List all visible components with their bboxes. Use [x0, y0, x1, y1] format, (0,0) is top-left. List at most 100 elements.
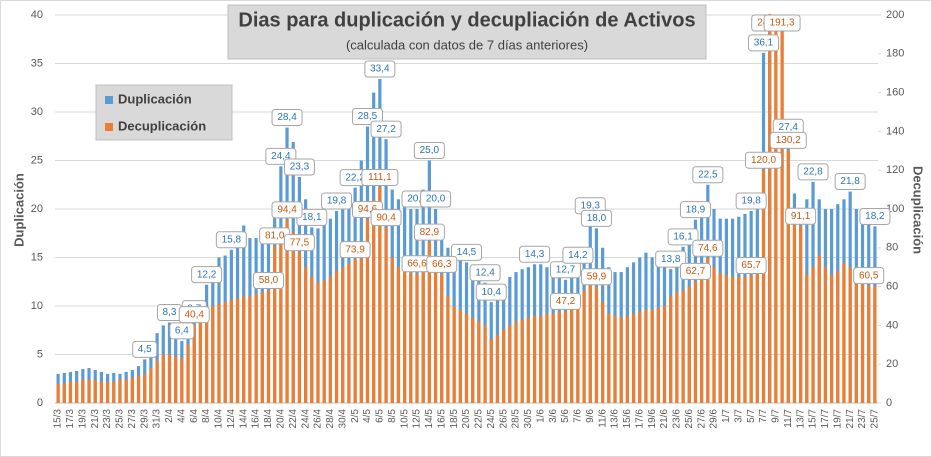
data-label: 65,7: [741, 260, 761, 271]
bar: [409, 273, 413, 403]
bar: [341, 267, 345, 403]
bar: [724, 274, 728, 403]
x-tick-label: 24/4: [300, 409, 311, 429]
data-label-box: [679, 201, 711, 219]
x-tick-label: 16/4: [251, 409, 262, 429]
bar: [223, 302, 227, 403]
x-tick-label: 11/6: [597, 409, 608, 428]
bar: [266, 290, 271, 403]
x-tick-label: 23/6: [672, 409, 683, 429]
bar: [700, 267, 704, 403]
x-tick-label: 6/5: [375, 409, 386, 423]
y-tick-label: 35: [31, 57, 43, 69]
data-label-box: [692, 166, 724, 184]
data-label: 16,1: [673, 231, 693, 242]
bar: [124, 379, 128, 403]
bar: [563, 311, 568, 403]
data-label-box: [667, 228, 699, 246]
y-tick-label: 15: [31, 251, 43, 263]
data-label: 19,8: [327, 196, 347, 207]
data-label-box: [420, 190, 452, 208]
x-tick-label: 23/7: [857, 409, 868, 429]
data-label: 4,5: [138, 344, 152, 355]
x-tick-label: 24/5: [486, 409, 497, 429]
x-tick-label: 18/5: [449, 409, 460, 429]
bar: [545, 313, 549, 403]
data-label: 27,4: [779, 122, 799, 133]
x-tick-label: 17/6: [634, 409, 645, 429]
data-label: 25,0: [420, 145, 440, 156]
x-tick-label: 18/4: [263, 409, 274, 429]
data-label-box: [191, 266, 223, 284]
bar: [619, 317, 623, 403]
x-tick-label: 27/3: [127, 409, 138, 429]
x-tick-label: 25/3: [115, 409, 126, 429]
bar: [378, 187, 382, 403]
y2-tick-label: 180: [886, 48, 904, 60]
bar: [873, 286, 877, 403]
y-tick-label: 40: [31, 9, 43, 21]
bar: [576, 296, 580, 403]
x-tick-label: 7/7: [758, 409, 769, 423]
bar: [316, 282, 320, 403]
bar: [93, 379, 97, 403]
data-label-box: [769, 131, 807, 149]
data-label: 14,2: [568, 250, 588, 261]
bar: [192, 324, 196, 403]
bar: [328, 276, 332, 403]
data-label-box: [679, 262, 711, 280]
data-label: 130,2: [776, 135, 801, 146]
bar: [799, 226, 803, 403]
x-tick-label: 6/4: [189, 409, 200, 423]
data-label: 47,2: [556, 296, 576, 307]
bars: [56, 14, 877, 404]
x-tick-label: 20/4: [276, 409, 287, 429]
data-label: 23,3: [290, 162, 310, 173]
bar: [489, 338, 493, 403]
data-label: 6,4: [175, 326, 189, 337]
bar: [403, 271, 407, 403]
y-tick-label: 20: [31, 203, 43, 215]
bar: [650, 309, 654, 403]
data-label: 12,4: [475, 267, 495, 278]
bar: [167, 354, 172, 403]
data-label-box: [469, 264, 501, 282]
data-label: 33,4: [370, 64, 390, 75]
bar: [304, 267, 308, 403]
bar: [99, 381, 104, 403]
x-tick-label: 8/5: [387, 409, 398, 423]
legend-box: [95, 84, 233, 141]
bar: [396, 267, 401, 403]
bar: [774, 15, 778, 403]
bar: [421, 257, 425, 403]
bar: [718, 273, 722, 403]
data-label: 14,3: [525, 249, 545, 260]
bar: [662, 306, 667, 403]
data-label-box: [215, 231, 247, 249]
y2-tick-label: 120: [886, 164, 904, 176]
data-label: 66,6: [407, 258, 427, 269]
data-label-box: [797, 163, 829, 181]
bar: [631, 313, 636, 403]
data-label-box: [178, 306, 210, 324]
bar: [495, 335, 500, 403]
data-label: 81,0: [265, 231, 285, 242]
x-tick-label: 19/6: [647, 409, 658, 429]
data-label: 24,4: [271, 151, 291, 162]
data-label-box: [132, 340, 158, 358]
bar: [786, 150, 790, 403]
bar: [198, 315, 203, 403]
bar: [761, 170, 766, 403]
bar: [186, 344, 190, 403]
bar: [502, 329, 506, 403]
y2-tick-label: 0: [886, 397, 892, 409]
data-label-box: [745, 151, 783, 169]
data-label-box: [475, 283, 507, 301]
data-label: 36,1: [754, 37, 774, 48]
bar: [854, 274, 858, 403]
data-label-box: [370, 120, 402, 138]
bar: [446, 296, 450, 403]
bar: [279, 228, 283, 403]
y2-tick-label: 80: [886, 242, 898, 254]
bar: [297, 252, 302, 403]
